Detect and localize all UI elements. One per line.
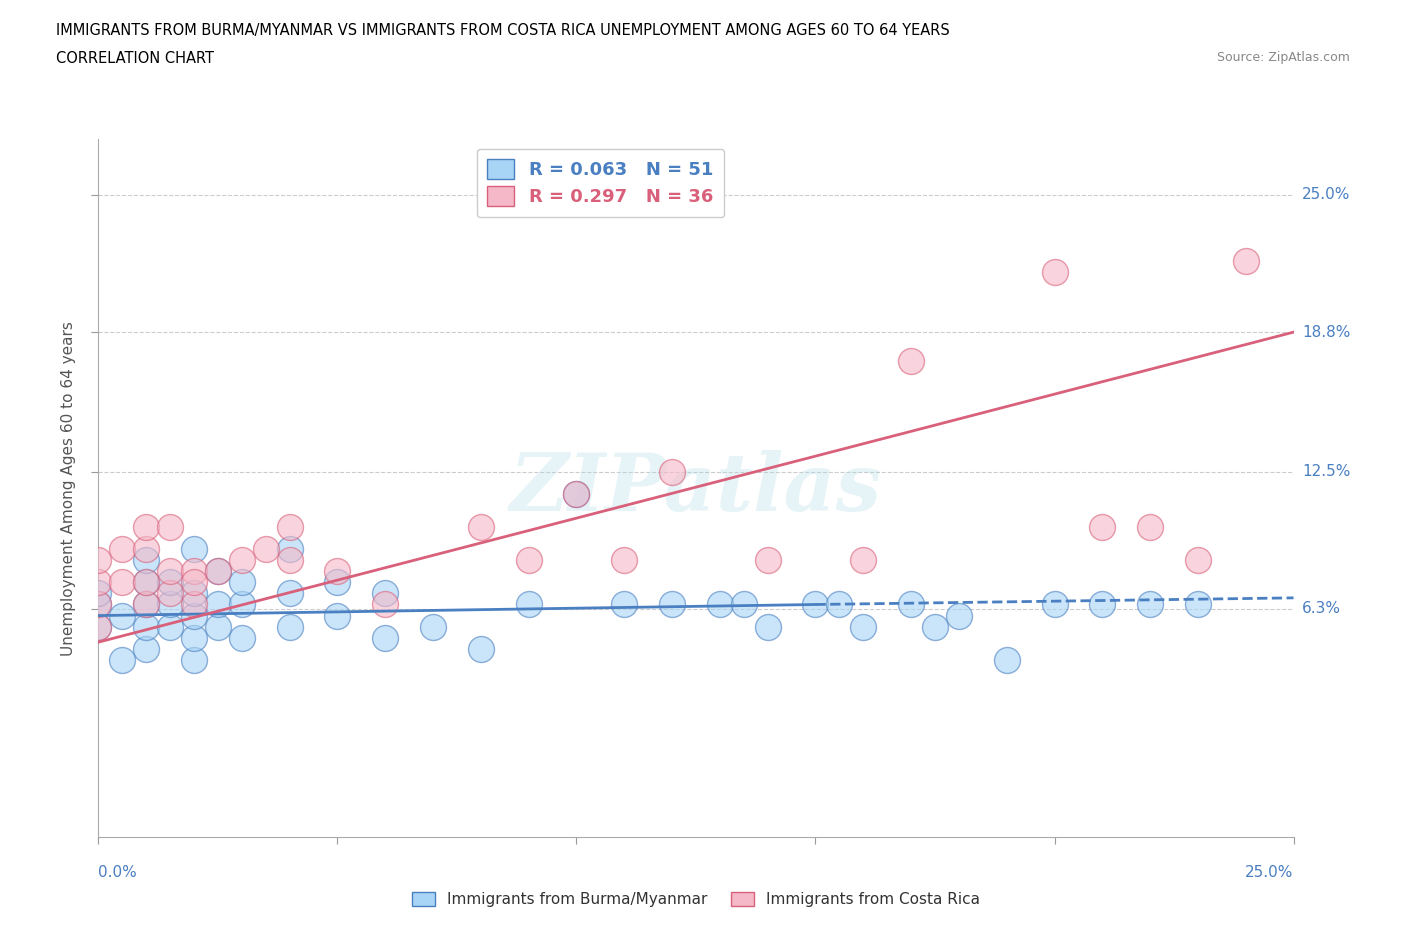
Point (278, 586, 301, 601)
Point (231, 552, 253, 567)
Point (924, 619, 946, 634)
Point (900, 353, 922, 368)
Point (231, 631, 253, 645)
Point (374, 597, 396, 612)
Point (135, 575, 157, 590)
Point (135, 597, 157, 612)
Text: 25.0%: 25.0% (1246, 865, 1294, 880)
Point (135, 597, 157, 612)
Point (159, 575, 181, 590)
Y-axis label: Unemployment Among Ages 60 to 64 years: Unemployment Among Ages 60 to 64 years (60, 321, 76, 656)
Point (87, 597, 110, 612)
Point (87, 552, 110, 567)
Point (159, 597, 181, 612)
Point (1139, 597, 1161, 612)
Point (1091, 520, 1114, 535)
Point (183, 653, 205, 668)
Legend: Immigrants from Burma/Myanmar, Immigrants from Costa Rica: Immigrants from Burma/Myanmar, Immigrant… (406, 885, 986, 913)
Point (254, 541, 277, 556)
Text: CORRELATION CHART: CORRELATION CHART (56, 51, 214, 66)
Point (135, 619, 157, 634)
Point (709, 597, 731, 612)
Point (183, 564, 205, 578)
Point (900, 597, 922, 612)
Point (278, 619, 301, 634)
Point (278, 520, 301, 535)
Point (159, 564, 181, 578)
Point (326, 608, 349, 623)
Point (135, 552, 157, 567)
Point (159, 586, 181, 601)
Point (661, 464, 683, 479)
Point (470, 520, 492, 535)
Point (613, 552, 636, 567)
Text: 6.3%: 6.3% (1302, 602, 1341, 617)
Point (1234, 254, 1257, 269)
Text: 18.8%: 18.8% (1302, 325, 1350, 339)
Point (613, 597, 636, 612)
Point (326, 575, 349, 590)
Point (183, 575, 205, 590)
Point (565, 486, 588, 501)
Point (111, 541, 134, 556)
Text: IMMIGRANTS FROM BURMA/MYANMAR VS IMMIGRANTS FROM COSTA RICA UNEMPLOYMENT AMONG A: IMMIGRANTS FROM BURMA/MYANMAR VS IMMIGRA… (56, 23, 950, 38)
Point (135, 575, 157, 590)
Point (326, 564, 349, 578)
Point (111, 653, 134, 668)
Text: 0.0%: 0.0% (98, 865, 138, 880)
Point (183, 586, 205, 601)
Point (159, 520, 181, 535)
Point (231, 575, 253, 590)
Point (207, 619, 229, 634)
Point (183, 597, 205, 612)
Point (374, 586, 396, 601)
Point (135, 642, 157, 657)
Point (1187, 597, 1209, 612)
Point (1043, 597, 1066, 612)
Point (111, 575, 134, 590)
Point (87, 586, 110, 601)
Point (135, 541, 157, 556)
Point (87, 619, 110, 634)
Point (207, 597, 229, 612)
Point (159, 619, 181, 634)
Text: ZIPatlas: ZIPatlas (510, 449, 882, 527)
Point (756, 552, 779, 567)
Point (183, 631, 205, 645)
Point (995, 653, 1018, 668)
Point (183, 608, 205, 623)
Point (517, 552, 540, 567)
Point (422, 619, 444, 634)
Point (183, 541, 205, 556)
Point (733, 597, 755, 612)
Text: 12.5%: 12.5% (1302, 464, 1350, 479)
Point (1043, 265, 1066, 280)
Point (231, 597, 253, 612)
Point (852, 552, 875, 567)
Point (1139, 520, 1161, 535)
Point (804, 597, 827, 612)
Point (135, 520, 157, 535)
Point (87, 597, 110, 612)
Text: 25.0%: 25.0% (1302, 187, 1350, 203)
Point (87, 575, 110, 590)
Point (948, 608, 970, 623)
Text: Source: ZipAtlas.com: Source: ZipAtlas.com (1216, 51, 1350, 64)
Point (207, 564, 229, 578)
Point (517, 597, 540, 612)
Point (661, 597, 683, 612)
Point (278, 552, 301, 567)
Point (374, 631, 396, 645)
Point (470, 642, 492, 657)
Point (565, 486, 588, 501)
Point (278, 541, 301, 556)
Point (756, 619, 779, 634)
Point (1091, 597, 1114, 612)
Point (87, 619, 110, 634)
Point (207, 564, 229, 578)
Point (1187, 552, 1209, 567)
Point (828, 597, 851, 612)
Point (852, 619, 875, 634)
Point (111, 608, 134, 623)
